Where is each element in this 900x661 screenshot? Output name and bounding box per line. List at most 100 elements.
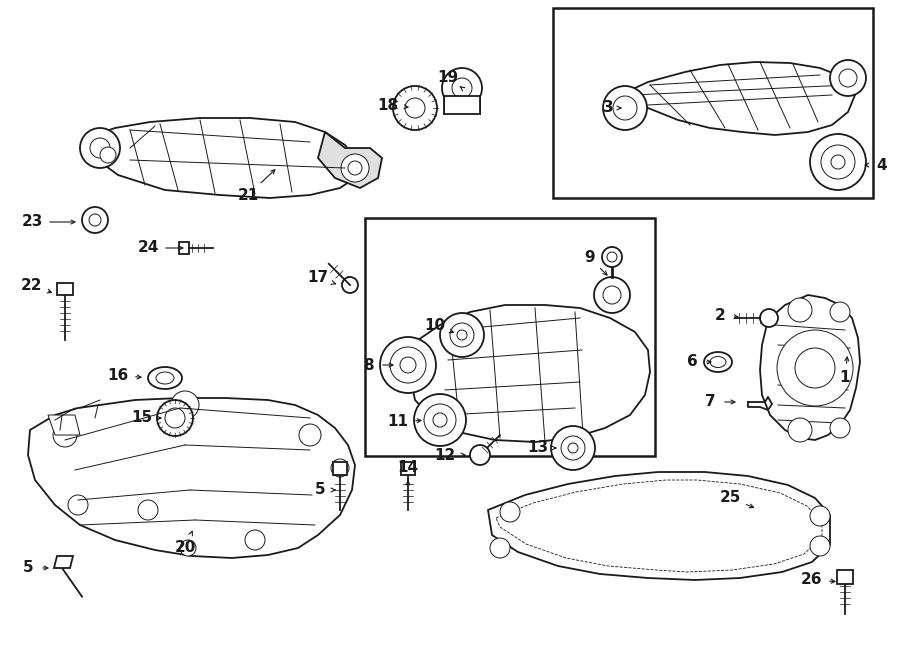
- Ellipse shape: [148, 367, 182, 389]
- Circle shape: [490, 538, 510, 558]
- Text: 13: 13: [527, 440, 549, 455]
- Bar: [444, 96, 480, 114]
- Circle shape: [380, 337, 436, 393]
- Text: 5: 5: [22, 561, 33, 576]
- Circle shape: [157, 400, 193, 436]
- Text: 11: 11: [388, 414, 409, 430]
- Circle shape: [245, 530, 265, 550]
- Circle shape: [810, 134, 866, 190]
- Polygon shape: [618, 62, 855, 135]
- Circle shape: [568, 443, 578, 453]
- Circle shape: [603, 286, 621, 304]
- Bar: [401, 462, 415, 475]
- Circle shape: [341, 154, 369, 182]
- Text: 2: 2: [715, 307, 725, 323]
- Text: 8: 8: [363, 358, 374, 373]
- Circle shape: [80, 128, 120, 168]
- Circle shape: [602, 247, 622, 267]
- Text: 26: 26: [801, 572, 823, 588]
- Text: 15: 15: [131, 410, 153, 426]
- Circle shape: [452, 78, 472, 98]
- Circle shape: [90, 138, 110, 158]
- Circle shape: [561, 436, 585, 460]
- Text: 5: 5: [315, 483, 325, 498]
- Circle shape: [777, 330, 853, 406]
- Circle shape: [830, 302, 850, 322]
- Circle shape: [470, 445, 490, 465]
- Circle shape: [594, 277, 630, 313]
- Ellipse shape: [704, 352, 732, 372]
- Circle shape: [810, 506, 830, 526]
- Circle shape: [138, 500, 158, 520]
- Polygon shape: [488, 472, 830, 580]
- Circle shape: [400, 357, 416, 373]
- Text: 21: 21: [238, 188, 258, 202]
- Bar: [365, 218, 655, 456]
- Text: 1: 1: [840, 371, 850, 385]
- Circle shape: [299, 424, 321, 446]
- Circle shape: [760, 309, 778, 327]
- Circle shape: [405, 98, 425, 118]
- Circle shape: [393, 86, 437, 130]
- Text: 23: 23: [22, 215, 42, 229]
- Circle shape: [551, 426, 595, 470]
- Bar: [837, 570, 853, 584]
- Circle shape: [788, 418, 812, 442]
- Circle shape: [457, 330, 467, 340]
- Circle shape: [603, 86, 647, 130]
- Text: 7: 7: [705, 395, 716, 410]
- Circle shape: [424, 404, 456, 436]
- Circle shape: [788, 298, 812, 322]
- Polygon shape: [318, 132, 382, 188]
- Circle shape: [414, 394, 466, 446]
- Circle shape: [500, 502, 520, 522]
- Text: 16: 16: [107, 368, 129, 383]
- Circle shape: [821, 145, 855, 179]
- Bar: [553, 8, 873, 198]
- Bar: [57, 283, 73, 295]
- Circle shape: [450, 323, 474, 347]
- Circle shape: [68, 495, 88, 515]
- Text: 4: 4: [877, 157, 887, 173]
- Circle shape: [331, 459, 349, 477]
- Polygon shape: [760, 295, 860, 440]
- Polygon shape: [28, 398, 355, 558]
- Circle shape: [390, 347, 426, 383]
- Circle shape: [442, 68, 482, 108]
- Text: 25: 25: [719, 490, 741, 506]
- Text: 12: 12: [435, 447, 455, 463]
- Circle shape: [100, 147, 116, 163]
- Text: 3: 3: [603, 100, 613, 116]
- Text: 19: 19: [437, 71, 459, 85]
- Circle shape: [830, 418, 850, 438]
- Text: 17: 17: [308, 270, 328, 286]
- Circle shape: [433, 413, 447, 427]
- Circle shape: [613, 96, 637, 120]
- Circle shape: [607, 252, 617, 262]
- Text: 14: 14: [398, 461, 418, 475]
- Circle shape: [53, 423, 77, 447]
- Polygon shape: [410, 305, 650, 442]
- Text: 6: 6: [687, 354, 698, 369]
- Circle shape: [342, 277, 358, 293]
- Circle shape: [795, 348, 835, 388]
- Circle shape: [831, 155, 845, 169]
- Circle shape: [440, 313, 484, 357]
- Text: 9: 9: [585, 251, 595, 266]
- Polygon shape: [48, 415, 80, 435]
- Text: 24: 24: [138, 241, 158, 256]
- Ellipse shape: [156, 372, 174, 384]
- Circle shape: [830, 60, 866, 96]
- Polygon shape: [85, 118, 358, 198]
- Text: 10: 10: [425, 317, 446, 332]
- Bar: [179, 242, 189, 254]
- Ellipse shape: [710, 356, 726, 368]
- Bar: [333, 462, 347, 475]
- Circle shape: [171, 391, 199, 419]
- Text: 20: 20: [175, 541, 195, 555]
- Circle shape: [180, 540, 196, 556]
- Circle shape: [89, 214, 101, 226]
- Circle shape: [165, 408, 185, 428]
- Circle shape: [82, 207, 108, 233]
- Text: 22: 22: [22, 278, 43, 293]
